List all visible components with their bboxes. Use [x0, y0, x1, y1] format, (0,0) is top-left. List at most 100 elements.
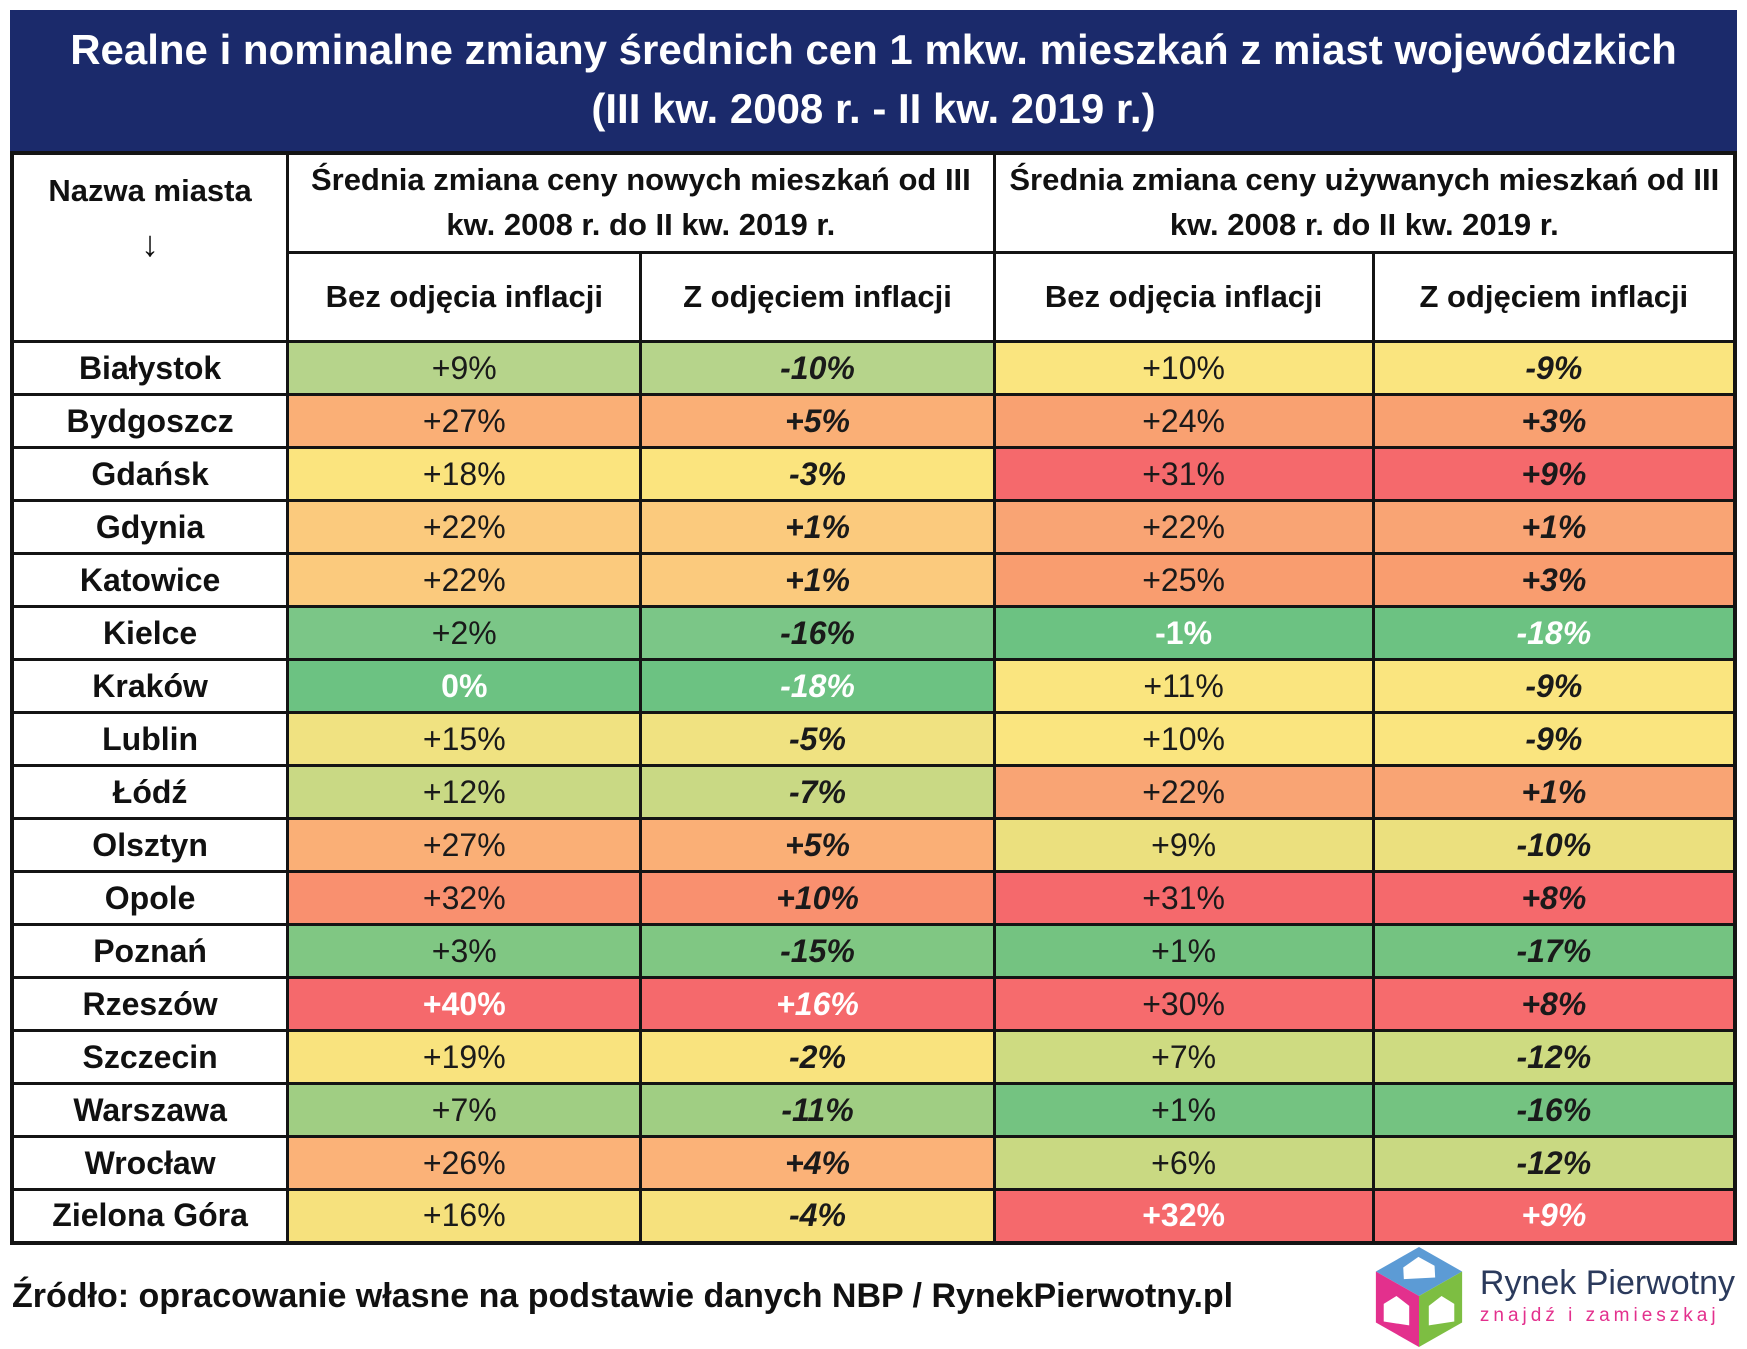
rynek-pierwotny-logo: Rynek Pierwotny znajdź i zamieszkaj — [1370, 1245, 1735, 1349]
used-real-cell: +8% — [1371, 870, 1737, 926]
table-row: Warszawa +7% -11% +1% -16% — [10, 1082, 1737, 1138]
city-name: Gdynia — [10, 499, 290, 555]
new-real-cell: +5% — [639, 393, 996, 449]
city-name: Białystok — [10, 340, 290, 396]
header-group-row: Nazwa miasta ↓ Średnia zmiana ceny nowyc… — [10, 151, 1737, 343]
table-row: Kielce +2% -16% -1% -18% — [10, 605, 1737, 661]
used-nominal-cell: +7% — [992, 1029, 1375, 1085]
new-real-cell: -3% — [639, 446, 996, 502]
new-real-cell: -11% — [639, 1082, 996, 1138]
table-row: Bydgoszcz +27% +5% +24% +3% — [10, 393, 1737, 449]
used-nominal-cell: +31% — [992, 446, 1375, 502]
price-change-table: Nazwa miasta ↓ Średnia zmiana ceny nowyc… — [10, 151, 1737, 1245]
new-real-cell: +5% — [639, 817, 996, 873]
new-nominal-cell: +2% — [286, 605, 643, 661]
city-name: Katowice — [10, 552, 290, 608]
new-real-cell: -16% — [639, 605, 996, 661]
city-name: Poznań — [10, 923, 290, 979]
city-name: Bydgoszcz — [10, 393, 290, 449]
title-bar: Realne i nominalne zmiany średnich cen 1… — [10, 10, 1737, 151]
table-body: Białystok +9% -10% +10% -9% Bydgoszcz +27% +5% +… — [10, 340, 1737, 1244]
city-name: Kielce — [10, 605, 290, 661]
used-real-cell: +3% — [1371, 552, 1737, 608]
logo-text: Rynek Pierwotny znajdź i zamieszkaj — [1479, 1264, 1735, 1327]
used-real-cell: -9% — [1371, 658, 1737, 714]
city-name: Opole — [10, 870, 290, 926]
used-nominal-cell: +1% — [992, 923, 1375, 979]
new-nominal-cell: +18% — [286, 446, 643, 502]
used-real-cell: +9% — [1371, 1188, 1737, 1244]
used-real-cell: -9% — [1371, 340, 1737, 396]
header-sub-row: Bez odjęcia inflacji Z odjęciem inflacji… — [12, 251, 1737, 343]
down-arrow-icon: ↓ — [141, 222, 160, 264]
page-subtitle: (III kw. 2008 r. - II kw. 2019 r.) — [591, 84, 1156, 132]
table-row: Lublin +15% -5% +10% -9% — [10, 711, 1737, 767]
column-header-city-label: Nazwa miasta — [48, 173, 252, 208]
new-nominal-cell: +15% — [286, 711, 643, 767]
table-row: Poznań +3% -15% +1% -17% — [10, 923, 1737, 979]
used-real-cell: +1% — [1371, 764, 1737, 820]
table-row: Białystok +9% -10% +10% -9% — [10, 340, 1737, 396]
column-group-used: Średnia zmiana ceny używanych mieszkań o… — [992, 151, 1737, 254]
new-nominal-cell: +27% — [286, 817, 643, 873]
table-row: Katowice +22% +1% +25% +3% — [10, 552, 1737, 608]
column-header-new-nominal: Bez odjęcia inflacji — [286, 251, 643, 343]
new-nominal-cell: +12% — [286, 764, 643, 820]
used-real-cell: -10% — [1371, 817, 1737, 873]
logo-brand: Rynek Pierwotny — [1479, 1264, 1735, 1303]
city-name: Zielona Góra — [10, 1188, 290, 1244]
new-real-cell: +4% — [639, 1135, 996, 1191]
used-nominal-cell: +1% — [992, 1082, 1375, 1138]
city-name: Szczecin — [10, 1029, 290, 1085]
new-nominal-cell: +19% — [286, 1029, 643, 1085]
new-real-cell: +10% — [639, 870, 996, 926]
table-row: Gdynia +22% +1% +22% +1% — [10, 499, 1737, 555]
table-row: Opole +32% +10% +31% +8% — [10, 870, 1737, 926]
new-nominal-cell: +27% — [286, 393, 643, 449]
page-title: Realne i nominalne zmiany średnich cen 1… — [70, 26, 1677, 73]
used-real-cell: +3% — [1371, 393, 1737, 449]
city-name: Wrocław — [10, 1135, 290, 1191]
used-nominal-cell: +22% — [992, 764, 1375, 820]
city-name: Łódź — [10, 764, 290, 820]
table-row: Kraków 0% -18% +11% -9% — [10, 658, 1737, 714]
new-nominal-cell: +9% — [286, 340, 643, 396]
new-nominal-cell: +7% — [286, 1082, 643, 1138]
table-row: Rzeszów +40% +16% +30% +8% — [10, 976, 1737, 1032]
used-nominal-cell: +24% — [992, 393, 1375, 449]
city-name: Olsztyn — [10, 817, 290, 873]
city-name: Kraków — [10, 658, 290, 714]
used-nominal-cell: +10% — [992, 340, 1375, 396]
cube-logo-icon — [1375, 1246, 1463, 1347]
new-nominal-cell: +16% — [286, 1188, 643, 1244]
used-nominal-cell: +11% — [992, 658, 1375, 714]
new-real-cell: +1% — [639, 499, 996, 555]
column-header-used-nominal: Bez odjęcia inflacji — [992, 251, 1375, 343]
new-real-cell: -5% — [639, 711, 996, 767]
new-real-cell: -15% — [639, 923, 996, 979]
used-nominal-cell: -1% — [992, 605, 1375, 661]
new-nominal-cell: +40% — [286, 976, 643, 1032]
new-nominal-cell: +3% — [286, 923, 643, 979]
used-real-cell: -9% — [1371, 711, 1737, 767]
column-header-new-real: Z odjęciem inflacji — [639, 251, 996, 343]
new-real-cell: +1% — [639, 552, 996, 608]
table-row: Wrocław +26% +4% +6% -12% — [10, 1135, 1737, 1191]
footer: Źródło: opracowanie własne na podstawie … — [10, 1245, 1737, 1347]
used-real-cell: -18% — [1371, 605, 1737, 661]
city-name: Rzeszów — [10, 976, 290, 1032]
used-nominal-cell: +9% — [992, 817, 1375, 873]
logo-tagline: znajdź i zamieszkaj — [1479, 1304, 1720, 1326]
used-real-cell: -12% — [1371, 1029, 1737, 1085]
new-nominal-cell: +22% — [286, 499, 643, 555]
city-name: Lublin — [10, 711, 290, 767]
new-real-cell: -10% — [639, 340, 996, 396]
new-nominal-cell: +32% — [286, 870, 643, 926]
new-nominal-cell: +26% — [286, 1135, 643, 1191]
used-nominal-cell: +22% — [992, 499, 1375, 555]
city-name: Warszawa — [10, 1082, 290, 1138]
column-header-used-real: Z odjęciem inflacji — [1371, 251, 1737, 343]
used-nominal-cell: +32% — [992, 1188, 1375, 1244]
new-nominal-cell: 0% — [286, 658, 643, 714]
